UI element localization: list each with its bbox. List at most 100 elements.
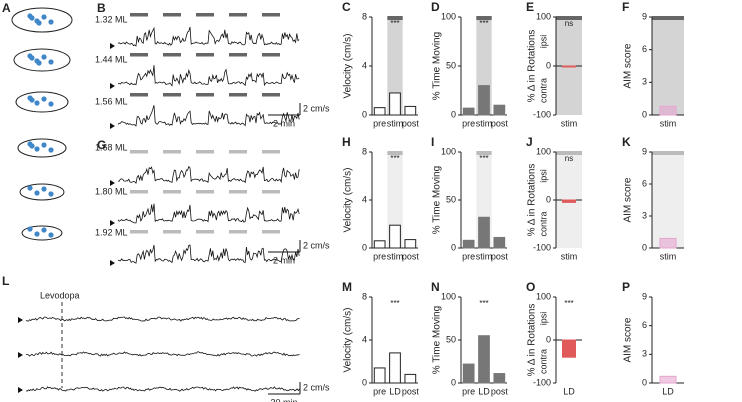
bar (562, 339, 576, 358)
stim-band (387, 17, 403, 115)
stim-band-top (556, 151, 582, 155)
y-tick-label: 0 (546, 334, 551, 344)
bar (404, 105, 417, 116)
y-axis-label: Velocity (cm/s) (343, 33, 354, 98)
stim-bar (163, 190, 181, 194)
trace (117, 65, 300, 87)
neuron-dot (48, 232, 54, 238)
y-tick-label: 4 (362, 60, 367, 70)
y-tick-label: 100 (536, 291, 551, 301)
y-tick-label: 0 (642, 109, 647, 119)
y-tick-label: 0 (362, 377, 367, 387)
trace-marker (110, 260, 115, 266)
direction-label: ipsi (538, 169, 548, 183)
y-tick-label: 0 (451, 377, 456, 387)
panel-label: E (526, 0, 534, 14)
stim-bar (262, 13, 280, 17)
panel-label: C (342, 0, 351, 14)
stim-bar (163, 93, 181, 97)
bar (404, 373, 417, 384)
x-tick-label: post (402, 251, 420, 261)
trace (25, 351, 300, 357)
neuron-dot (41, 96, 47, 102)
bar (462, 239, 475, 249)
brain-outline (21, 225, 63, 241)
stim-bar (262, 150, 280, 154)
section-label: 1.80 ML (95, 186, 128, 196)
x-tick-label: pre (373, 118, 386, 128)
y-tick-label: 9 (642, 291, 647, 301)
bar (373, 107, 386, 116)
significance: ns (565, 19, 573, 28)
y-tick-label: 100 (536, 11, 551, 21)
y-tick-label: 50 (446, 334, 456, 344)
y-tick-label: 9 (642, 146, 647, 156)
brain-outline (19, 183, 65, 201)
significance: ns (565, 154, 573, 163)
x-tick-label: pre (462, 118, 475, 128)
y-tick-label: 50 (446, 194, 456, 204)
significance: *** (390, 19, 399, 28)
y-tick-label: 0 (451, 242, 456, 252)
neuron-dot (34, 231, 40, 237)
stim-bar (163, 53, 181, 57)
panel-label: H (342, 135, 351, 149)
y-axis-label: Velocity (cm/s) (343, 167, 354, 232)
direction-label: contra (538, 78, 548, 103)
scale-label: 2 cm/s (303, 382, 330, 392)
neuron-dot (41, 54, 47, 60)
y-tick-label: 3 (642, 349, 647, 359)
y-axis-label: % Time Moving (432, 166, 443, 234)
y-tick-label: 4 (362, 334, 367, 344)
trace-marker (110, 220, 115, 226)
y-tick-label: 6 (642, 178, 647, 188)
y-axis-label: % Δ in Rotations (527, 164, 538, 237)
y-axis-label: % Time Moving (432, 306, 443, 374)
stim-band-top (387, 151, 403, 155)
y-axis-label: AIM score (623, 317, 634, 362)
brain-outline (15, 91, 69, 113)
trace (25, 316, 300, 322)
bar (373, 367, 386, 384)
stim-bar (229, 53, 247, 57)
direction-label: ipsi (538, 312, 548, 326)
stim-bar (229, 230, 247, 234)
stim-band-top (476, 151, 492, 155)
bar (562, 199, 576, 203)
stim-bar (262, 93, 280, 97)
x-tick-label: LD (563, 386, 575, 396)
trace-marker (18, 387, 23, 393)
stim-band-top (387, 16, 403, 20)
stim-bar (229, 190, 247, 194)
brain-outline (11, 7, 73, 33)
x-tick-label: stim (660, 251, 677, 261)
section-label: 1.56 ML (95, 96, 128, 106)
panel-label: K (622, 135, 631, 149)
x-tick-label: stim (387, 118, 404, 128)
y-tick-label: 3 (642, 77, 647, 87)
y-tick-label: 100 (441, 11, 456, 21)
x-tick-label: stim (561, 118, 578, 128)
panel-label: G (97, 138, 106, 152)
neuron-dot (29, 143, 35, 149)
stim-band (652, 17, 684, 115)
stim-bar (229, 93, 247, 97)
panel-label: L (2, 274, 9, 288)
direction-label: ipsi (538, 35, 548, 49)
bar (493, 104, 506, 116)
x-tick-label: post (491, 118, 509, 128)
y-tick-label: 0 (642, 377, 647, 387)
neuron-dot (34, 100, 40, 106)
x-tick-label: LD (389, 386, 401, 396)
neuron-dot (48, 147, 54, 153)
y-axis-label: AIM score (623, 177, 634, 222)
neuron-dot (41, 14, 47, 20)
neuron-dot (29, 97, 35, 103)
direction-label: contra (538, 211, 548, 236)
stim-bar (196, 190, 214, 194)
x-tick-label: stim (561, 251, 578, 261)
bar (404, 239, 417, 249)
x-tick-label: stim (660, 118, 677, 128)
significance: *** (479, 154, 488, 163)
stim-bar (262, 190, 280, 194)
